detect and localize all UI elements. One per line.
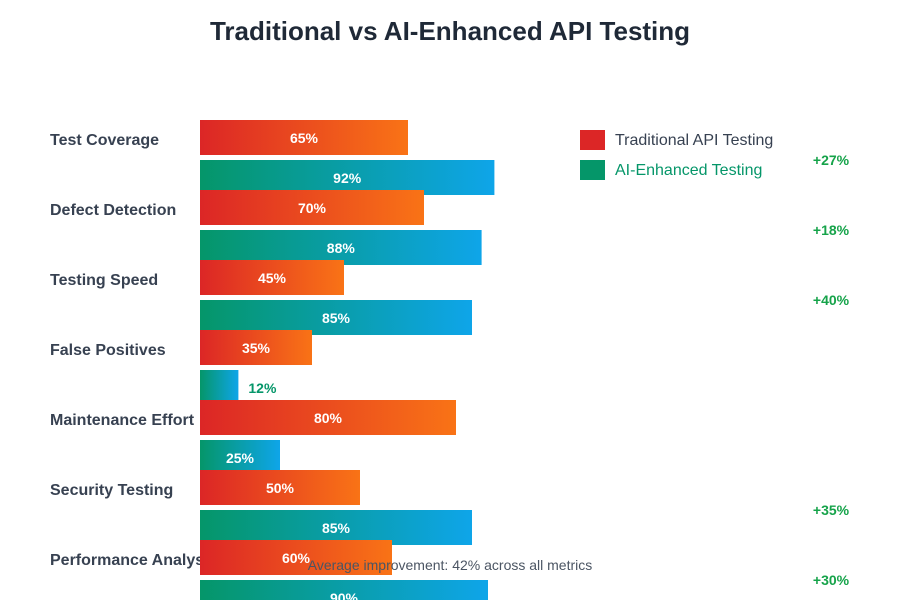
improvement-label-performance-analysis: +30% <box>813 572 850 588</box>
improvement-label-security-testing: +35% <box>813 502 850 518</box>
value-label-ai-maintenance-effort: 25% <box>226 450 255 466</box>
bar-traditional-performance-analysis <box>200 540 392 575</box>
value-label-traditional-defect-detection: 70% <box>298 200 327 216</box>
category-label-performance-analysis: Performance Analysis <box>50 552 218 569</box>
legend-swatch-ai <box>580 160 605 180</box>
legend-swatch-traditional <box>580 130 605 150</box>
bar-traditional-false-positives <box>200 330 312 365</box>
chart-title: Traditional vs AI-Enhanced API Testing <box>210 16 690 46</box>
value-label-traditional-maintenance-effort: 80% <box>314 410 343 426</box>
bar-group: Test Coverage 65% 92% +27% Defect Detection 7… <box>50 120 850 600</box>
value-label-traditional-performance-analysis: 60% <box>282 550 311 566</box>
category-label-false-positives: False Positives <box>50 342 166 359</box>
improvement-label-testing-speed: +40% <box>813 292 850 308</box>
bar-ai-test-coverage <box>200 160 495 195</box>
chart-footer: Average improvement: 42% across all metr… <box>308 557 593 573</box>
bar-traditional-testing-speed <box>200 260 344 295</box>
value-label-traditional-false-positives: 35% <box>242 340 271 356</box>
value-label-ai-security-testing: 85% <box>322 520 351 536</box>
bar-ai-testing-speed <box>200 300 472 335</box>
value-label-ai-testing-speed: 85% <box>322 310 351 326</box>
legend-label-traditional: Traditional API Testing <box>615 132 773 149</box>
category-label-testing-speed: Testing Speed <box>50 272 158 289</box>
bar-traditional-security-testing <box>200 470 360 505</box>
bar-ai-false-positives <box>200 370 239 405</box>
bar-traditional-test-coverage <box>200 120 408 155</box>
category-label-defect-detection: Defect Detection <box>50 202 176 219</box>
value-label-traditional-test-coverage: 65% <box>290 130 319 146</box>
improvement-label-test-coverage: +27% <box>813 152 850 168</box>
bar-ai-defect-detection <box>200 230 482 265</box>
value-label-traditional-testing-speed: 45% <box>258 270 287 286</box>
legend: Traditional API Testing AI-Enhanced Test… <box>580 130 773 180</box>
improvement-label-defect-detection: +18% <box>813 222 850 238</box>
value-label-ai-performance-analysis: 90% <box>330 590 359 600</box>
category-label-maintenance-effort: Maintenance Effort <box>50 412 195 429</box>
bar-ai-performance-analysis <box>200 580 488 600</box>
bar-ai-maintenance-effort <box>200 440 280 475</box>
value-label-ai-defect-detection: 88% <box>327 240 356 256</box>
value-label-traditional-security-testing: 50% <box>266 480 295 496</box>
bar-ai-security-testing <box>200 510 472 545</box>
bar-traditional-defect-detection <box>200 190 424 225</box>
category-label-test-coverage: Test Coverage <box>50 132 159 149</box>
category-label-security-testing: Security Testing <box>50 482 173 499</box>
bar-traditional-maintenance-effort <box>200 400 456 435</box>
legend-label-ai: AI-Enhanced Testing <box>615 162 762 179</box>
value-label-ai-false-positives: 12% <box>248 380 277 396</box>
value-label-ai-test-coverage: 92% <box>333 170 362 186</box>
